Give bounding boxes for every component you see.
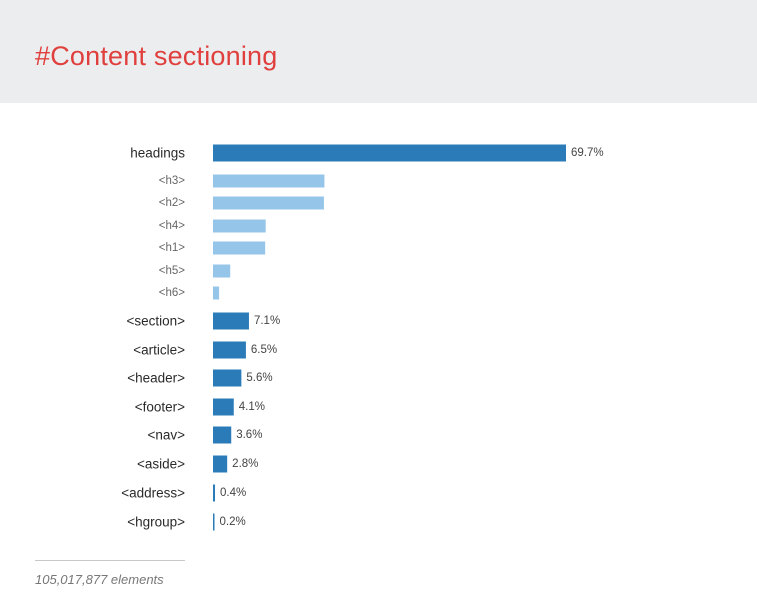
value-label: 7.1% <box>254 315 280 327</box>
bar-row-4: <h1> <box>159 241 266 255</box>
bar <box>213 341 246 359</box>
category-label: <aside> <box>137 457 185 472</box>
bar <box>213 196 324 210</box>
category-label: <h2> <box>159 197 186 209</box>
bar <box>213 398 234 416</box>
category-label: <h5> <box>159 265 186 277</box>
bar-row-2: <h2> <box>159 196 324 210</box>
category-label: <address> <box>121 486 185 501</box>
bar <box>213 174 325 188</box>
element-count: 105,017,877 elements <box>35 572 164 587</box>
bar-row-8: <article> 6.5% <box>133 341 277 359</box>
bar <box>213 484 216 502</box>
bar-row-5: <h5> <box>159 264 231 278</box>
bar <box>213 286 220 300</box>
value-label: 4.1% <box>239 401 265 413</box>
value-label: 3.6% <box>236 429 262 441</box>
category-label: <section> <box>126 314 185 329</box>
bar <box>213 312 249 330</box>
category-label: <header> <box>127 371 185 386</box>
bar <box>213 264 231 278</box>
bar-row-6: <h6> <box>159 286 220 300</box>
bar-row-0: headings 69.7% <box>130 144 604 162</box>
value-label: 5.6% <box>246 372 272 384</box>
bar-row-14: <hgroup> 0.2% <box>127 513 246 531</box>
bar <box>213 513 215 531</box>
bar-chart: headings 69.7% <h3> <h2> <h4> <h1> <h5> <h6> <se… <box>121 144 604 531</box>
category-label: headings <box>130 146 185 161</box>
bar-row-10: <footer> 4.1% <box>135 398 265 416</box>
bar-row-12: <aside> 2.8% <box>137 455 258 473</box>
bar <box>213 219 266 233</box>
value-label: 0.4% <box>220 487 246 499</box>
value-label: 0.2% <box>220 516 246 528</box>
value-label: 69.7% <box>571 147 604 159</box>
category-label: <h3> <box>159 175 186 187</box>
bar-row-9: <header> 5.6% <box>127 369 273 387</box>
bar <box>213 426 232 444</box>
footnote-divider <box>35 560 185 561</box>
title-banner: #Content sectioning <box>0 0 757 103</box>
page-title: #Content sectioning <box>35 41 278 71</box>
category-label: <footer> <box>135 400 185 415</box>
bar-row-1: <h3> <box>159 174 325 188</box>
category-label: <h1> <box>159 242 186 254</box>
bar-row-7: <section> 7.1% <box>126 312 280 330</box>
bar <box>213 455 228 473</box>
value-label: 2.8% <box>232 458 258 470</box>
bar <box>213 369 242 387</box>
value-label: 6.5% <box>251 344 277 356</box>
category-label: <article> <box>133 343 185 358</box>
bar <box>213 241 266 255</box>
bar-row-3: <h4> <box>159 219 266 233</box>
bar-row-13: <address> 0.4% <box>121 484 246 502</box>
category-label: <nav> <box>147 428 185 443</box>
bar <box>213 144 566 162</box>
category-label: <h6> <box>159 287 186 299</box>
category-label: <hgroup> <box>127 515 185 530</box>
category-label: <h4> <box>159 220 186 232</box>
bar-row-11: <nav> 3.6% <box>147 426 262 444</box>
